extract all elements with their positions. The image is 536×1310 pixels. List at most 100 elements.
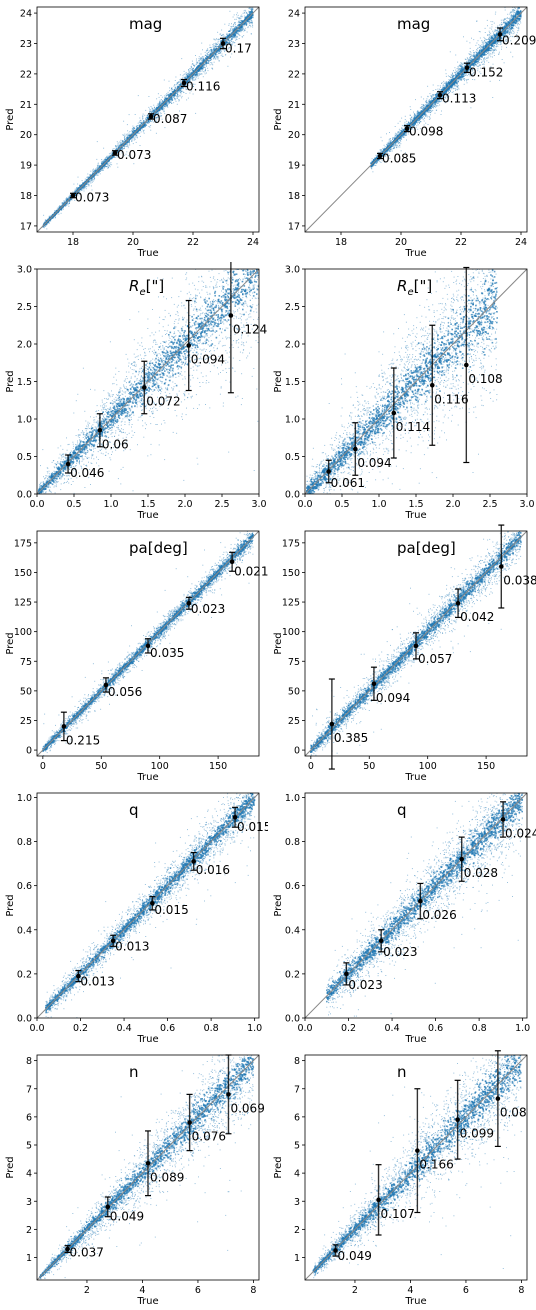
y-axis-label: Pred (5, 894, 16, 916)
y-tick-label: 0.8 (285, 837, 300, 848)
x-tick-label: 2.5 (214, 499, 229, 510)
y-axis-label: Pred (273, 370, 284, 392)
bin-marker (377, 153, 383, 159)
identity-line (305, 1055, 527, 1280)
bin-marker (61, 724, 67, 729)
y-tick-label: 23 (288, 39, 300, 50)
y-tick-label: 3.0 (285, 265, 300, 276)
axes-frame (304, 1054, 528, 1281)
scatter-panel-1: 0.073 0.073 0.087 0.116 0.17 18 20 22 24 17 18 19 20… (5, 6, 260, 259)
bin-marker (429, 382, 435, 388)
error-bar (185, 299, 192, 392)
error-bar (141, 360, 148, 415)
scatter-panel-2: 0.085 0.098 0.113 0.152 0.209 18 20 22 24 17 18 19 2… (273, 6, 536, 259)
x-tick-label: 1.0 (371, 499, 386, 510)
bin-marker (220, 41, 226, 46)
y-tick-label: 4 (294, 1169, 300, 1180)
y-tick-label: 3 (294, 1197, 300, 1208)
x-tick-label: 0.5 (334, 499, 349, 510)
bin-scatter-label: 0.042 (460, 610, 494, 624)
error-bar (370, 666, 377, 701)
bin-marker (226, 1092, 231, 1097)
bin-marker (371, 681, 377, 687)
y-tick-label: 125 (282, 598, 300, 609)
bin-marker (391, 410, 397, 416)
x-tick-label: 0.6 (160, 1023, 175, 1034)
bin-marker (333, 1248, 338, 1253)
y-tick-label: 1.5 (285, 377, 300, 388)
bin-scatter-label: 0.166 (419, 1158, 453, 1172)
bin-marker (229, 559, 235, 565)
error-bar (464, 62, 470, 74)
y-tick-label: 21 (288, 100, 300, 111)
x-tick-label: 22 (187, 237, 199, 248)
identity-line (37, 269, 259, 494)
bin-marker (329, 721, 335, 727)
x-tick-label: 0.0 (29, 499, 44, 510)
y-tick-label: 0.0 (17, 490, 32, 501)
panel-title: n (129, 1063, 139, 1081)
x-axis-label: True (404, 1034, 426, 1045)
scatter-panel-3: 0.046 0.06 0.072 0.094 0.124 0.0 0.5 1.0 1.5 2.0 2… (5, 262, 267, 521)
bin-scatter-label: 0.015 (237, 820, 268, 834)
bin-marker (353, 446, 358, 452)
panel-title: q (397, 801, 407, 819)
bin-scatter-label: 0.035 (150, 646, 184, 660)
error-bar (227, 262, 234, 394)
bin-marker (186, 600, 192, 606)
x-axis-label: True (404, 248, 426, 259)
axes-frame (304, 6, 528, 233)
y-tick-label: 22 (20, 69, 32, 80)
bin-scatter-label: 0.021 (234, 564, 268, 578)
y-tick-label: 23 (20, 39, 32, 50)
y-tick-label: 1.0 (17, 415, 32, 426)
bin-marker (148, 114, 154, 119)
y-tick-label: 1.0 (285, 793, 300, 804)
error-bar (181, 78, 187, 88)
bin-marker (186, 343, 191, 348)
y-tick-label: 2 (26, 1225, 32, 1236)
error-bar (60, 711, 67, 742)
y-tick-label: 2 (294, 1225, 300, 1236)
y-tick-label: 5 (294, 1141, 300, 1152)
x-tick-label: 50 (363, 761, 375, 772)
scatter-points (312, 1055, 523, 1279)
axes-frame (36, 792, 260, 1019)
bin-scatter-label: 0.023 (348, 978, 382, 992)
bin-scatter-label: 0.385 (334, 731, 368, 745)
error-bar (343, 962, 350, 986)
bin-marker (459, 856, 465, 862)
y-tick-label: 0.0 (17, 1014, 32, 1025)
bin-scatter-label: 0.057 (418, 652, 452, 666)
bin-marker (65, 461, 71, 467)
y-axis-label: Pred (5, 108, 16, 130)
y-tick-label: 0.2 (17, 969, 32, 980)
bin-scatter-label: 0.073 (117, 148, 151, 162)
y-tick-label: 25 (20, 716, 32, 727)
y-tick-label: 0.0 (285, 490, 300, 501)
bin-scatter-label: 0.013 (80, 975, 114, 989)
y-tick-label: 5 (26, 1141, 32, 1152)
error-bar (149, 896, 156, 911)
bin-scatter-label: 0.085 (382, 152, 416, 166)
panel-title: pa[deg] (397, 539, 456, 557)
error-bar (145, 638, 151, 654)
bin-scatter-label: 0.037 (70, 1245, 104, 1259)
y-tick-label: 3.0 (17, 265, 32, 276)
bin-marker (145, 1160, 151, 1166)
y-tick-label: 7 (26, 1084, 32, 1095)
bin-marker (464, 362, 469, 368)
x-tick-label: 2 (84, 1285, 90, 1296)
error-bar (70, 192, 76, 199)
y-tick-label: 2.0 (17, 340, 32, 351)
error-bar (96, 413, 103, 448)
y-tick-label: 0.4 (17, 925, 32, 936)
bin-marker (110, 938, 116, 944)
bin-scatter-label: 0.023 (383, 945, 417, 959)
scatter-points (37, 269, 259, 494)
y-tick-label: 20 (20, 130, 32, 141)
bin-scatter-label: 0.013 (115, 939, 149, 953)
bin-marker (495, 1096, 501, 1101)
x-axis-label: True (404, 772, 426, 783)
